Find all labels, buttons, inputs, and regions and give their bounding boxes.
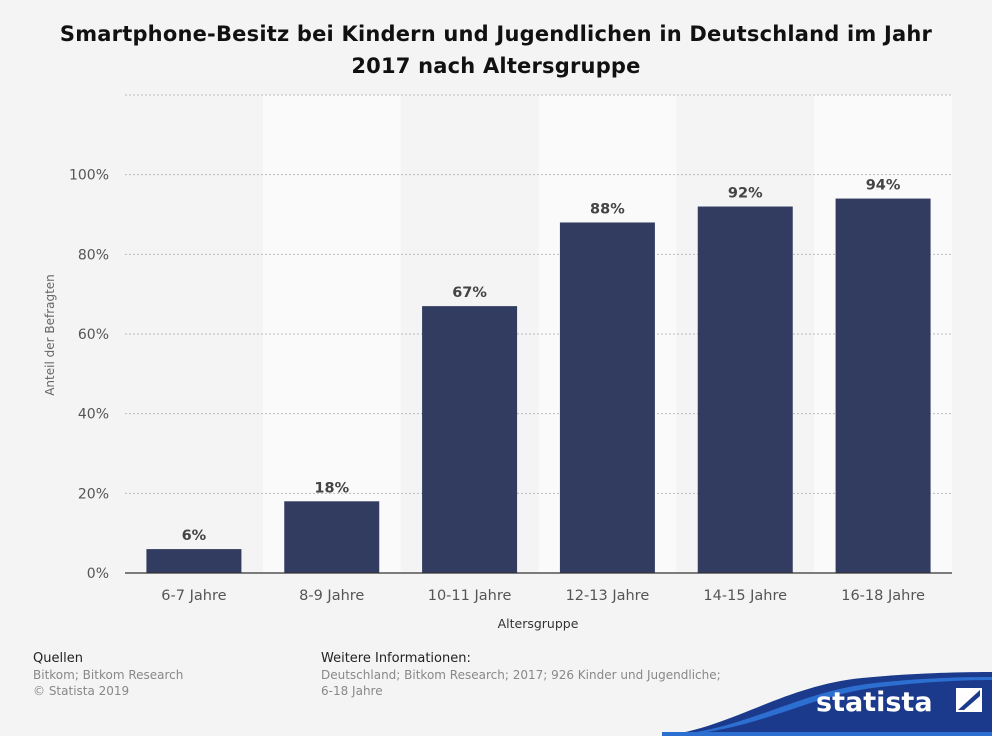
brand-underline — [662, 732, 992, 736]
bar — [697, 206, 793, 574]
data-label: 94% — [866, 178, 901, 194]
x-tick-label: 6-7 Jahre — [161, 588, 226, 604]
x-tick-label: 10-11 Jahre — [428, 588, 512, 604]
x-tick-label: 8-9 Jahre — [299, 588, 364, 604]
y-axis-label: Anteil der Befragten — [43, 274, 57, 396]
bar — [835, 198, 931, 574]
y-tick-label: 60% — [78, 327, 109, 343]
data-label: 67% — [452, 285, 487, 301]
copyright-line: © Statista 2019 — [33, 684, 130, 698]
value-labels: 6% 18% 67% 88% 92% 94% — [182, 178, 901, 545]
data-label: 6% — [182, 528, 207, 544]
statista-brand[interactable]: statista — [662, 666, 992, 736]
y-axis-ticks: 0% 20% 40% 60% 80% 100% — [69, 168, 109, 582]
info-heading: Weitere Informationen: — [321, 651, 471, 666]
data-label: 18% — [314, 480, 349, 496]
y-tick-label: 40% — [78, 407, 109, 423]
info-text: Deutschland; Bitkom Research; 2017; 926 … — [321, 668, 721, 698]
bars — [146, 198, 931, 574]
y-tick-label: 80% — [78, 247, 109, 263]
sources-line: Bitkom; Bitkom Research — [33, 668, 184, 682]
bar — [146, 549, 242, 573]
brand-wave-highlight — [662, 677, 992, 736]
data-label: 88% — [590, 201, 625, 217]
x-axis-ticks: 6-7 Jahre 8-9 Jahre 10-11 Jahre 12-13 Jahre… — [161, 588, 925, 604]
sources-block: Quellen Bitkom; Bitkom Research © Statis… — [33, 651, 183, 699]
bar — [284, 501, 380, 573]
bar-chart: 0% 20% 40% 60% 80% 100% 6% 18% 67% 88% 92% 94% 6-7… — [43, 94, 952, 631]
x-tick-label: 14-15 Jahre — [703, 588, 787, 604]
brand-name: statista — [816, 687, 933, 718]
data-label: 92% — [728, 186, 763, 202]
info-block: Weitere Informationen: Deutschland; Bitk… — [321, 651, 731, 699]
bar — [422, 306, 518, 573]
x-tick-label: 16-18 Jahre — [841, 588, 925, 604]
chart-title: Smartphone-Besitz bei Kindern und Jugend… — [59, 22, 933, 78]
bar — [559, 222, 655, 573]
sources-heading: Quellen — [33, 651, 83, 666]
y-tick-label: 0% — [87, 566, 109, 582]
statista-logo-icon — [956, 688, 982, 712]
x-axis-label: Altersgruppe — [498, 616, 579, 631]
grid-lines — [125, 94, 952, 494]
y-tick-label: 100% — [69, 168, 109, 184]
y-tick-label: 20% — [78, 486, 109, 502]
x-tick-label: 12-13 Jahre — [566, 588, 650, 604]
